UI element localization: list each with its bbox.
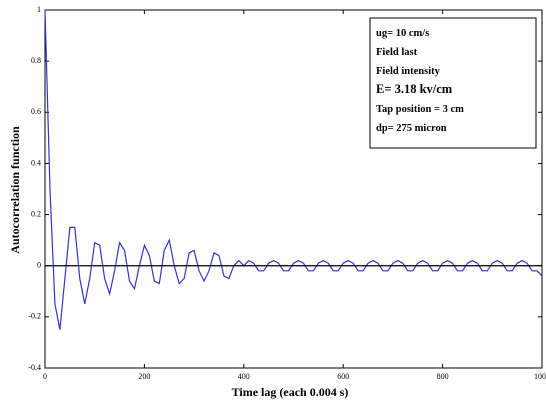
y-axis-label: Autocorrelation function — [8, 126, 22, 254]
x-tick-label: 0 — [43, 372, 47, 381]
annotation-line: dp= 275 micron — [376, 123, 447, 134]
y-tick-label: 0.8 — [31, 56, 41, 65]
annotation-line: ug= 10 cm/s — [376, 28, 429, 39]
x-tick-label: 200 — [138, 372, 150, 381]
x-axis-label: Time lag (each 0.004 s) — [232, 385, 349, 399]
x-tick-label: 400 — [238, 372, 250, 381]
annotation-line: E= 3.18 kv/cm — [376, 82, 453, 96]
y-tick-label: 1 — [37, 5, 41, 14]
y-tick-label: -0.4 — [28, 363, 41, 372]
x-tick-label: 600 — [337, 372, 349, 381]
annotation-box — [369, 17, 537, 149]
annotation-line: Tap position = 3 cm — [376, 104, 464, 115]
y-tick-label: 0.4 — [31, 158, 41, 167]
annotation-line: Field intensity — [376, 66, 441, 77]
annotation-line: Field last — [376, 47, 418, 58]
plot-frame — [44, 9, 543, 369]
y-tick-label: -0.2 — [28, 312, 41, 321]
y-tick-label: 0 — [37, 261, 41, 270]
x-tick-label: 800 — [437, 372, 449, 381]
y-tick-label: 0.6 — [31, 107, 41, 116]
y-tick-label: 0.2 — [31, 209, 41, 218]
x-tick-label: 1000 — [534, 372, 546, 381]
data-line — [44, 9, 543, 330]
